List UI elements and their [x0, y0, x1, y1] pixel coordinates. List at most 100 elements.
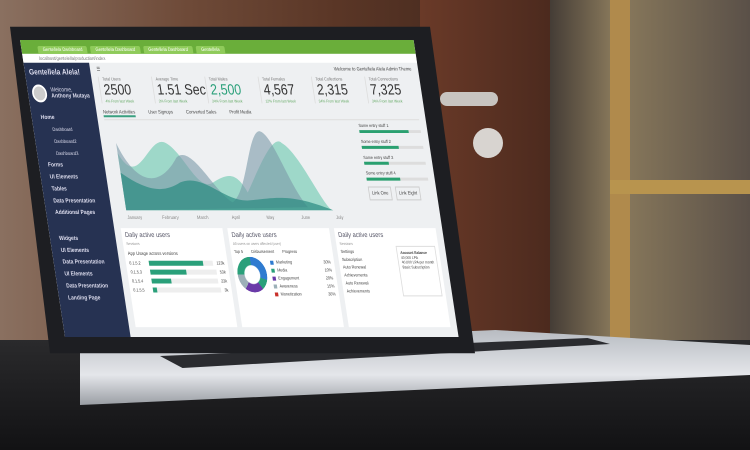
settings-item[interactable]: Settings [340, 248, 355, 254]
sidebar-item[interactable]: UI Elements [64, 271, 94, 278]
legend-swatch [274, 291, 279, 296]
brand: Gentellela Alela! [28, 67, 81, 77]
shelf [610, 0, 630, 340]
progress-label: Some entry stuff 3 [362, 154, 394, 160]
legend-label: Awareness [279, 283, 299, 289]
sidebar-item[interactable]: Dashboard [52, 127, 74, 134]
legend-item: Monetization 30% [274, 291, 336, 297]
panel-title: Daily active users [124, 232, 171, 239]
sidebar-item[interactable]: Landing Page [67, 295, 101, 302]
stat-card: Total Connections 7,325 34% From last Week [364, 76, 417, 104]
usage-track [149, 269, 217, 275]
legend-value: 30% [323, 259, 332, 265]
stat-change: 12% From last Week [265, 98, 297, 104]
link-button[interactable]: Link One [367, 186, 393, 201]
browser-tab[interactable]: Gentellela Dashboard [90, 45, 141, 54]
usage-row: 0.1.5.3 53k [130, 269, 227, 275]
address-bar[interactable]: localhost/gentelella/production/index [22, 53, 418, 63]
legend-value: 15% [326, 283, 335, 289]
usage-track [148, 260, 214, 266]
sidebar-item[interactable]: Forms [47, 162, 64, 169]
browser-tab[interactable]: Gentellela [195, 45, 226, 54]
main-content: ☰ Welcome to Gentellela Alela Admin Theme… [89, 63, 459, 337]
legend-label: Monetization [280, 291, 302, 297]
usage-bar [151, 278, 172, 284]
progress-fill [363, 161, 390, 165]
usage-bar [148, 260, 204, 266]
sidebar-item[interactable]: Widgets [58, 236, 79, 242]
stat-card: Total Females 4,567 12% From last Week [257, 76, 311, 104]
header-welcome: Welcome to Gentellela Alela Admin Theme [333, 66, 412, 73]
progress-label: Some entry stuff 2 [360, 139, 392, 144]
usage-track [152, 287, 222, 293]
panel-donut: Daily active users All users on users af… [227, 228, 344, 328]
legend-value: 20% [325, 275, 334, 281]
panel-settings: Daily active users Sessions Settings Subs… [333, 228, 451, 328]
user-profile: Welcome, Anthony Mutaya [30, 84, 91, 103]
sidebar-item-home[interactable]: Home [40, 115, 55, 122]
browser-tab[interactable]: Gentellela Dashboard [142, 45, 194, 54]
stat-card: Total Males 2,500 34% From last Week [204, 76, 257, 104]
settings-item[interactable]: Achievements [343, 272, 368, 278]
stat-value: 1.51 Sec [155, 81, 207, 99]
settings-item[interactable]: Achievements [346, 288, 371, 294]
legend-item: Marketing 30% [269, 259, 332, 265]
stat-change: 34% From last Week [371, 98, 403, 104]
sidebar-item[interactable]: UI Elements [60, 247, 90, 254]
settings-item[interactable]: Auto Renewal [345, 280, 369, 286]
x-tick-label: July [336, 215, 345, 220]
tab-network-activities[interactable]: Network Activities [102, 109, 136, 118]
tab-user-signups[interactable]: User Signups [147, 109, 174, 116]
tab-converted-sales[interactable]: Converted Sales [185, 109, 217, 116]
usage-bar [149, 269, 188, 275]
stat-value: 4,567 [262, 81, 296, 99]
progress-fill [366, 177, 401, 181]
version-label: 0.1.5.4 [131, 278, 144, 284]
stat-change: 34% From last Week [211, 98, 243, 104]
legend-item: Awareness 15% [273, 283, 335, 289]
laptop-screen: Gentellela Dashboard Gentellela Dashboar… [20, 40, 459, 337]
sidebar-item[interactable]: Dashboard3 [55, 150, 79, 157]
stat-card: Average Time 1.51 Sec 3% From last Week [151, 76, 207, 104]
x-tick-label: June [301, 215, 311, 220]
sidebar-item[interactable]: Additional Pages [54, 210, 96, 217]
usage-title: App Usage across versions [127, 250, 179, 257]
progress-label: Some entry stuff 1 [358, 123, 389, 129]
legend-swatch [272, 276, 277, 281]
version-label: 0.1.5.5 [132, 287, 145, 293]
legend-label: Marketing [275, 259, 293, 265]
legend-label: Engagement [277, 275, 300, 281]
col-header: Disbursement [250, 248, 275, 254]
settings-item[interactable]: Auto Renewal [342, 264, 367, 270]
sidebar-item[interactable]: Dashboard2 [53, 139, 78, 145]
usage-value: 123k [216, 260, 225, 266]
door-lock [473, 128, 503, 158]
sidebar-item[interactable]: Data Presentation [65, 283, 109, 290]
stat-value: 2,315 [315, 81, 350, 99]
x-tick-label: January [127, 215, 143, 220]
stat-change: 4% From last Week [105, 98, 135, 104]
progress-track [361, 145, 424, 149]
donut-chart [234, 256, 270, 293]
progress-track [359, 130, 422, 134]
link-button[interactable]: Link Eight [394, 186, 422, 201]
panel-title: Daily active users [231, 232, 278, 239]
panel-title: Daily active users [337, 232, 384, 239]
panel-subtitle: Sessions [125, 240, 140, 246]
version-label: 0.1.5.2 [128, 260, 141, 266]
legend-label: Media [276, 267, 288, 273]
x-tick-label: February [162, 215, 180, 220]
avatar [30, 84, 49, 103]
legend-swatch [271, 268, 275, 273]
browser-tab[interactable]: Gentellela Dashboard [37, 45, 89, 54]
menu-icon[interactable]: ☰ [96, 66, 101, 73]
sidebar-item[interactable]: Data Presentation [62, 259, 106, 266]
sidebar-item[interactable]: UI Elements [49, 174, 79, 181]
progress-label: Some entry stuff 4 [365, 170, 396, 176]
settings-item[interactable]: Subscription [341, 256, 363, 262]
usage-value: 53k [219, 269, 227, 275]
sidebar-item[interactable]: Data Presentation [53, 198, 96, 205]
progress-track [366, 177, 429, 181]
sidebar-item[interactable]: Tables [51, 186, 68, 193]
tab-profit-media[interactable]: Profit Media [229, 109, 252, 116]
